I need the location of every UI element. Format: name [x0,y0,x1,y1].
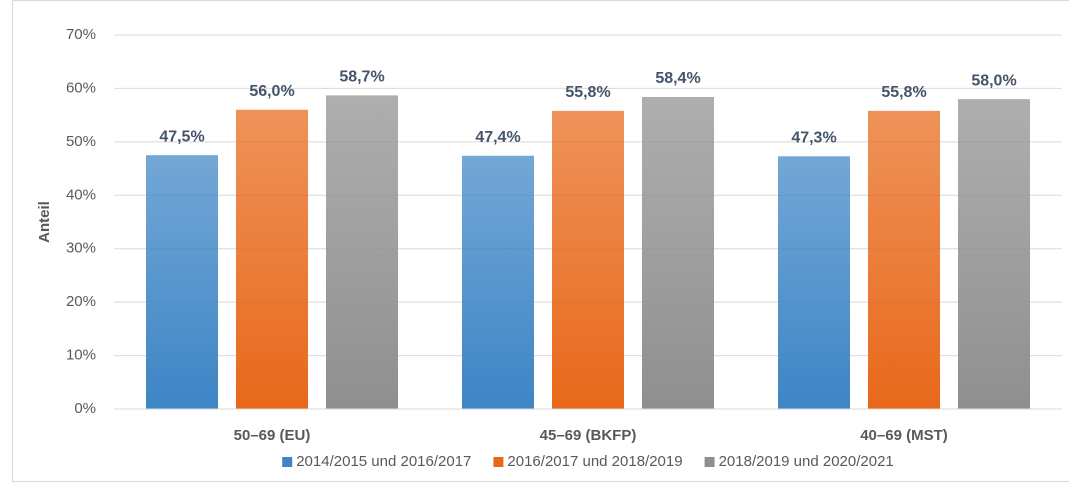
legend-swatch [282,457,293,467]
legend-label: 2016/2017 und 2018/2019 [507,453,682,470]
y-tick-label: 30% [66,240,96,257]
data-label: 47,4% [475,129,520,146]
legend-label: 2018/2019 und 2020/2021 [719,453,894,470]
bar [236,109,308,410]
legend-label: 2014/2015 und 2016/2017 [296,453,471,470]
y-tick-label: 50% [66,133,96,150]
data-label: 58,7% [339,69,384,86]
bar [326,95,398,410]
y-tick-label: 60% [66,79,96,96]
data-label: 56,0% [249,83,294,100]
bar [958,99,1030,409]
y-tick-label: 10% [66,347,96,364]
data-label: 58,4% [655,70,700,87]
legend-swatch [493,457,504,467]
legend-swatch [704,457,715,467]
bar [146,155,218,409]
y-axis-label: Anteil [36,201,53,243]
bar [552,110,624,410]
x-tick-label: 50–69 (EU) [234,427,311,444]
data-label: 47,3% [791,130,836,147]
data-label: 58,0% [971,72,1016,89]
data-label: 55,8% [881,84,926,101]
y-tick-label: 0% [74,400,96,417]
bar [868,110,940,410]
data-label: 55,8% [565,84,610,101]
bar [778,156,850,409]
x-tick-label: 45–69 (BKFP) [540,427,637,444]
bar [462,155,534,409]
bar [642,96,714,409]
x-tick-label: 40–69 (MST) [860,427,948,444]
y-tick-label: 20% [66,293,96,310]
y-tick-label: 70% [66,26,96,43]
data-label: 47,5% [159,128,204,145]
y-tick-label: 40% [66,186,96,203]
